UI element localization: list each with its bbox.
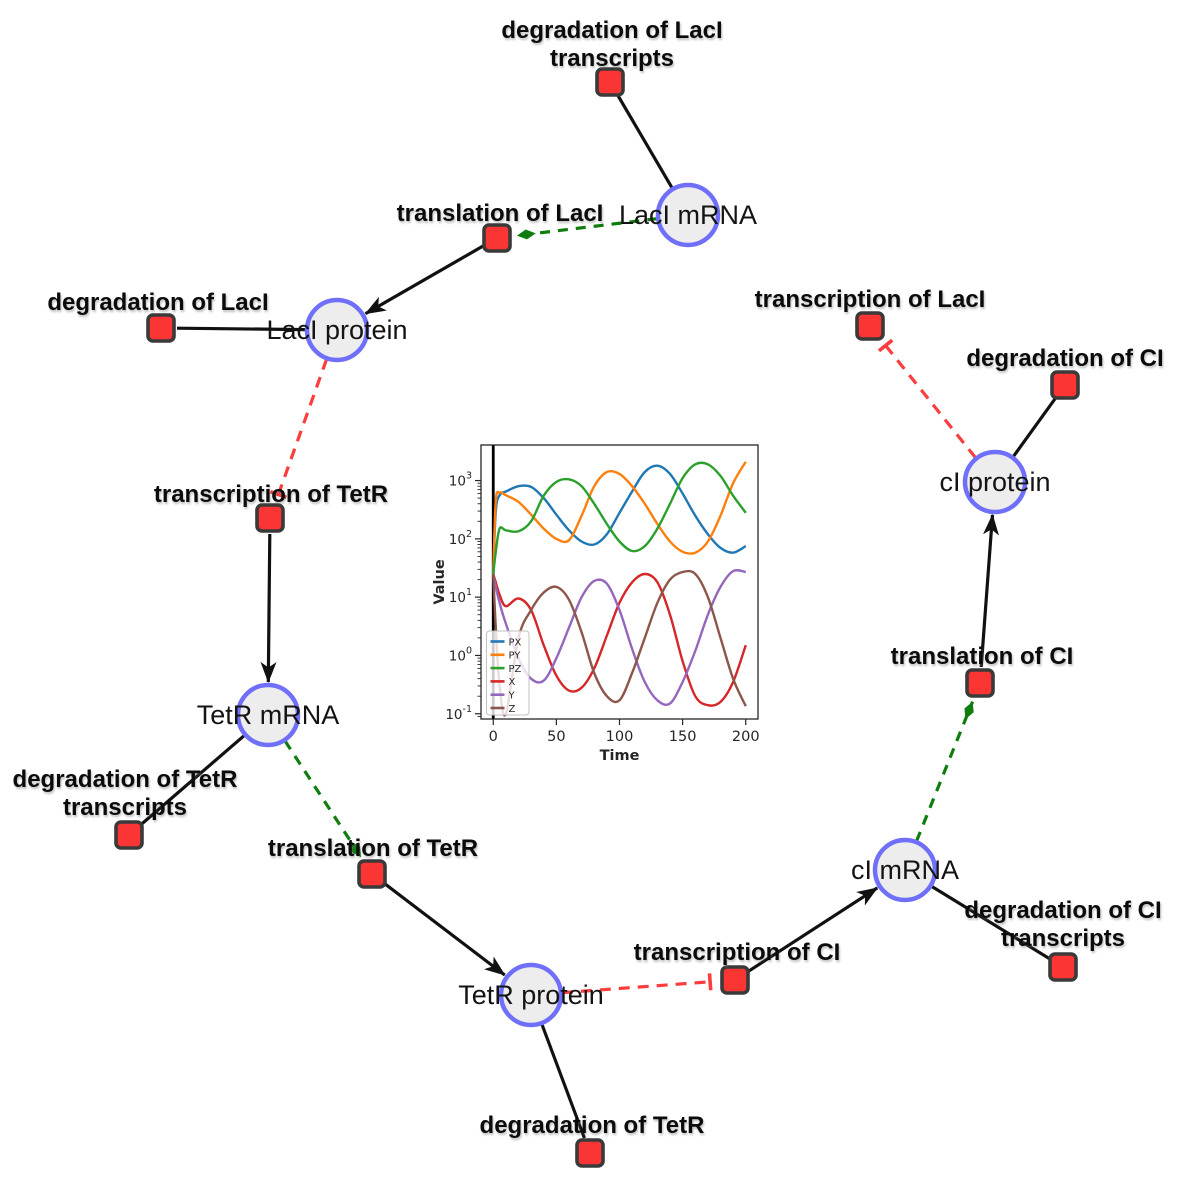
species-label-ci_mrna: cI mRNA [851,855,959,885]
species-node-laci_protein [304,297,370,363]
reaction-nodes-layer [114,67,1080,1168]
reaction-label-transl_laci: translation of LacI [397,200,604,227]
edge-laci_protein-to-deg_laci [176,326,307,332]
reaction-node-deg_tetr [575,1138,605,1168]
reaction-node-tx_tetr [255,503,285,533]
species-node-laci_mrna [655,182,721,248]
reaction-node-transl_laci [482,223,512,253]
species-label-tetr_mrna: TetR mRNA [197,700,340,730]
edge-ci_mrna-to-deg_ci_tx [930,884,1051,960]
reaction-label-deg_tetr_tx: degradation of TetR transcripts [13,766,238,821]
reaction-label-deg_laci: degradation of LacI [47,289,268,316]
x-tick-label: 200 [732,729,760,745]
species-label-tetr_protein: TetR protein [458,980,604,1010]
series-Y [492,568,746,706]
legend-label-PY: PY [509,651,522,662]
edge-tetr_protein-to-deg_tetr [540,1023,586,1139]
series-PZ [492,461,747,575]
edge-transl_ci-to-ci_protein [979,513,999,668]
x-tick-label: 100 [606,729,634,745]
edge-laci_mrna-to-transl_laci [516,217,658,240]
series-Z [492,569,747,717]
labels-layer: degradation of LacI transcripts translatio… [13,17,1164,1139]
species-nodes-layer [235,182,1028,1028]
reaction-label-tx_laci: transcription of LacI [755,286,986,313]
x-tick-label: 0 [489,729,498,745]
x-tick-label: 50 [547,729,565,745]
species-label-laci_protein: LacI protein [266,315,407,345]
reaction-node-deg_laci [146,313,176,343]
reaction-node-deg_ci [1050,370,1080,400]
edge-laci_protein-to-tx_tetr [269,358,329,500]
reaction-label-tx_tetr: transcription of TetR [154,481,388,508]
reaction-label-transl_ci: translation of CI [891,643,1074,670]
y-tick-label: 101 [449,587,472,606]
legend-label-PZ: PZ [509,664,522,675]
series-PX [492,464,747,575]
edge-ci_mrna-to-transl_ci [915,701,975,842]
species-node-tetr_protein [498,962,564,1028]
reaction-node-deg_ci_tx [1048,952,1078,982]
species-node-ci_protein [962,449,1028,515]
reaction-label-transl_tetr: translation of TetR [268,835,478,862]
reaction-label-deg_ci: degradation of CI [966,345,1163,372]
y-tick-label: 103 [449,471,472,490]
plot-legend: PX PY PZ XYZ [486,630,530,716]
species-label-ci_protein: cI protein [939,467,1050,497]
series-X [492,572,747,707]
y-tick-label: 10-1 [445,704,472,723]
reaction-label-tx_ci: transcription of CI [634,939,841,966]
edge-tx_tetr-to-tetr_mrna [260,533,277,683]
x-axis-title: Time [600,748,640,764]
reaction-node-deg_laci_tx [595,67,625,97]
edge-tetr_mrna-to-transl_tetr [283,740,363,859]
legend-label-Z: Z [509,704,516,715]
edges-layer [140,94,1057,1139]
edge-ci_protein-to-tx_laci [877,338,977,459]
x-tick-label: 150 [669,729,697,745]
edge-ci_protein-to-deg_ci [1011,397,1057,458]
edge-transl_tetr-to-tetr_protein [383,882,506,977]
edge-tetr_protein-to-tx_ci [561,973,713,995]
plot-y-axis: 10-1 100 101 102 103 Value [432,471,481,723]
reaction-node-deg_tetr_tx [114,820,144,850]
reaction-label-deg_tetr: degradation of TetR [480,1112,705,1139]
reaction-node-tx_laci [855,311,885,341]
plot-curves [492,461,747,717]
y-tick-label: 100 [449,645,472,664]
legend-label-Y: Y [508,691,516,702]
reaction-node-transl_ci [965,668,995,698]
species-node-tetr_mrna [235,682,301,748]
series-PY [492,461,747,575]
edge-tetr_mrna-to-deg_tetr_tx [140,734,246,826]
legend-label-X: X [509,677,516,688]
reaction-node-tx_ci [720,965,750,995]
species-label-laci_mrna: LacI mRNA [619,200,757,230]
species-node-ci_mrna [872,837,938,903]
reaction-label-deg_ci_tx: degradation of CI transcripts [964,897,1161,952]
y-tick-label: 102 [449,529,472,548]
reaction-node-transl_tetr [357,859,387,889]
legend-label-PX: PX [509,637,522,648]
reaction-label-deg_laci_tx: degradation of LacI transcripts [501,17,722,72]
edge-tx_ci-to-ci_mrna [747,886,879,973]
plot-x-axis: 0 50 100 150 200 Time [489,719,760,764]
edge-laci_mrna-to-deg_laci_tx [616,94,674,190]
edge-transl_laci-to-laci_protein [364,244,484,315]
timeseries-plot: 0 50 100 150 200Time10-1100101102103ValuePXP… [432,444,760,764]
y-axis-title: Value [432,559,448,605]
